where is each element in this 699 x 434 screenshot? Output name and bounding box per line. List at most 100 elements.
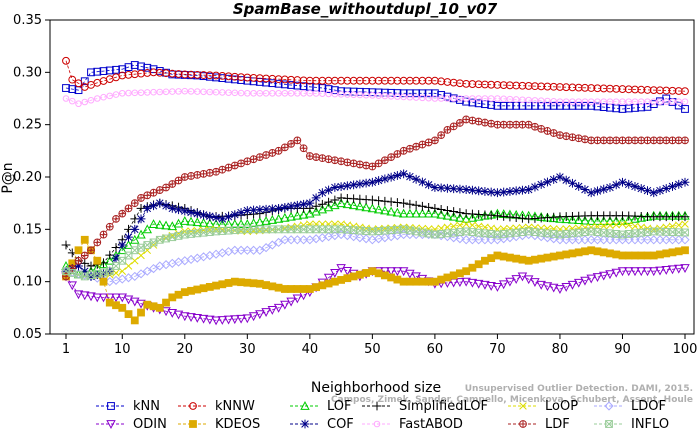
legend-marker [373,420,381,428]
data-point [161,220,171,230]
data-point [462,227,471,236]
data-point [330,76,339,85]
data-point [261,215,271,225]
data-point [481,80,489,89]
data-point [244,89,251,97]
data-point [344,91,351,98]
data-point [93,238,102,247]
data-point [342,181,352,191]
data-point [261,308,271,317]
plot-frame [49,19,695,335]
data-point [212,71,220,80]
data-point [387,76,396,85]
data-point [618,105,627,113]
data-point [93,256,102,265]
data-point [211,316,221,326]
data-point [431,95,439,102]
data-point [680,177,690,187]
data-point [618,220,627,228]
x-tick-label: 40 [302,342,319,357]
data-point [73,290,84,300]
data-point [480,280,490,290]
data-point [136,214,146,224]
data-point [324,85,333,93]
data-point [505,277,515,287]
data-point [330,86,339,95]
data-point [399,76,408,85]
data-point [436,209,446,219]
data-point [318,225,327,234]
data-point [411,208,421,218]
data-point [493,101,502,110]
data-point [298,209,309,219]
y-axis-label: P@n [0,162,16,193]
data-point [137,89,145,96]
data-point [473,279,484,289]
data-point [186,313,196,323]
data-point [68,85,77,93]
data-point [293,136,302,145]
data-point [624,104,633,113]
data-point [468,221,477,229]
data-point [130,234,140,244]
data-point [499,81,508,90]
data-point [361,234,371,244]
data-point [255,225,264,234]
data-point [168,233,177,242]
data-point [118,303,127,312]
data-point [274,225,283,234]
data-point [293,76,302,84]
data-point [518,228,527,236]
data-point [612,98,620,105]
data-point [475,95,482,102]
data-point [112,65,120,74]
data-point [455,208,465,217]
data-point [124,251,133,260]
data-point [399,198,409,208]
data-point [668,228,677,236]
data-point [323,202,334,212]
data-point [637,85,646,94]
data-point [130,61,139,69]
data-point [143,63,152,72]
series-loop [62,220,689,281]
data-point [255,310,265,320]
data-point [574,101,583,110]
data-point [123,273,134,283]
data-point [531,97,539,104]
data-point [361,178,371,188]
data-point [199,71,208,79]
data-point [536,280,546,290]
data-point [305,152,314,160]
data-point [230,245,240,255]
data-point [636,235,646,245]
data-point [167,221,178,231]
data-point [280,75,289,84]
data-point [112,269,120,277]
legend-label: LDOF [631,399,666,414]
data-point [268,79,277,88]
data-point [205,168,214,177]
data-point [199,228,208,237]
data-point [392,207,403,217]
data-point [631,222,639,230]
data-point [249,205,258,215]
data-point [574,134,583,143]
data-point [562,98,570,105]
data-point [86,272,96,281]
data-point [242,206,252,215]
data-point [473,211,484,221]
x-tick-label: 90 [614,342,631,357]
data-point [167,204,177,213]
data-point [506,95,514,103]
series-ldf [62,115,689,281]
data-point [293,81,302,90]
data-point [561,283,571,292]
data-point [380,196,390,206]
data-point [81,98,89,106]
legend-marker [106,420,116,429]
data-point [592,235,603,245]
data-point [580,276,590,286]
data-point [543,229,552,238]
data-point [319,90,326,97]
